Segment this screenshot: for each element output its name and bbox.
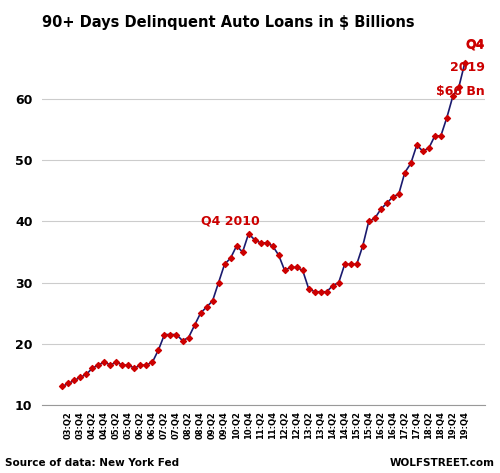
Point [371,215,379,222]
Point [274,251,282,259]
Point [455,83,463,91]
Point [82,370,90,378]
Point [437,132,445,140]
Point [220,261,228,268]
Point [232,242,240,250]
Point [202,303,210,311]
Text: $66 Bn: $66 Bn [436,85,485,98]
Point [124,361,132,369]
Point [310,288,318,296]
Point [443,114,451,122]
Point [377,205,385,213]
Point [328,282,336,289]
Point [166,331,174,338]
Point [346,261,354,268]
Point [160,331,168,338]
Point [401,169,409,176]
Point [304,285,312,292]
Point [292,263,300,271]
Point [136,361,144,369]
Point [364,218,372,225]
Point [154,346,162,354]
Point [407,159,415,167]
Point [88,364,96,372]
Point [431,132,439,140]
Point [383,199,391,207]
Point [184,334,192,342]
Point [316,288,324,296]
Point [172,331,180,338]
Point [395,190,403,198]
Point [214,279,222,286]
Point [226,254,234,262]
Point [268,242,276,250]
Point [425,144,433,152]
Point [413,141,421,149]
Point [196,309,204,317]
Point [100,358,108,366]
Point [130,364,138,372]
Point [298,267,306,274]
Text: Q4: Q4 [466,38,485,51]
Point [76,374,84,381]
Point [64,380,72,387]
Point [334,279,342,286]
Point [262,239,270,246]
Point [118,361,126,369]
Point [142,361,150,369]
Point [178,337,186,344]
Point [58,383,66,390]
Text: Source of data: New York Fed: Source of data: New York Fed [5,458,179,468]
Point [256,239,264,246]
Point [244,230,252,237]
Point [358,242,366,250]
Point [389,193,397,201]
Point [208,297,216,305]
Text: Q4: Q4 [466,38,485,51]
Point [449,92,457,100]
Point [70,377,78,384]
Point [322,288,330,296]
Point [112,358,120,366]
Text: 2019: 2019 [450,61,485,74]
Point [286,263,294,271]
Text: WOLFSTREET.com: WOLFSTREET.com [390,458,495,468]
Point [106,361,114,369]
Point [94,361,102,369]
Text: Q4 2010: Q4 2010 [201,215,260,228]
Text: 90+ Days Delinquent Auto Loans in $ Billions: 90+ Days Delinquent Auto Loans in $ Bill… [42,15,415,30]
Point [190,322,198,329]
Point [280,267,288,274]
Point [461,59,469,66]
Point [148,358,156,366]
Point [352,261,360,268]
Point [250,236,258,244]
Point [238,248,246,256]
Point [419,148,427,155]
Point [340,261,348,268]
